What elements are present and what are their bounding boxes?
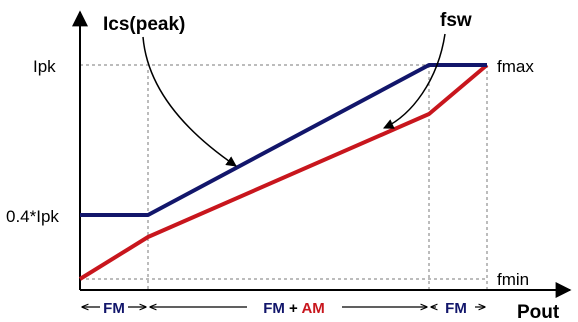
fmax-label: fmax <box>497 57 534 76</box>
current-curve <box>80 63 487 217</box>
ipk-min-tick-label: 0.4*Ipk <box>6 207 59 226</box>
fm-am-region-plus: + <box>285 300 302 317</box>
fm-am-region-am: AM <box>301 300 324 317</box>
ics-peak-label: Ics(peak) <box>103 14 185 35</box>
ics-peak-leader-arrow <box>142 36 237 167</box>
fm-am-region-fm: FM <box>263 300 285 317</box>
ipk-tick-label: Ipk <box>33 57 56 76</box>
fsw-label: fsw <box>440 10 472 31</box>
frequency-curve <box>78 63 489 281</box>
guide-lines <box>80 64 488 290</box>
axes <box>72 10 572 298</box>
fmin-label: fmin <box>497 270 529 289</box>
fm-right-region-label: FM <box>445 300 467 317</box>
fm-left-region-label: FM <box>103 300 125 317</box>
pout-axis-label: Pout <box>517 302 560 322</box>
fsw-leader-arrow <box>383 33 446 129</box>
fm-am-region-label: FM + AM <box>263 300 325 317</box>
